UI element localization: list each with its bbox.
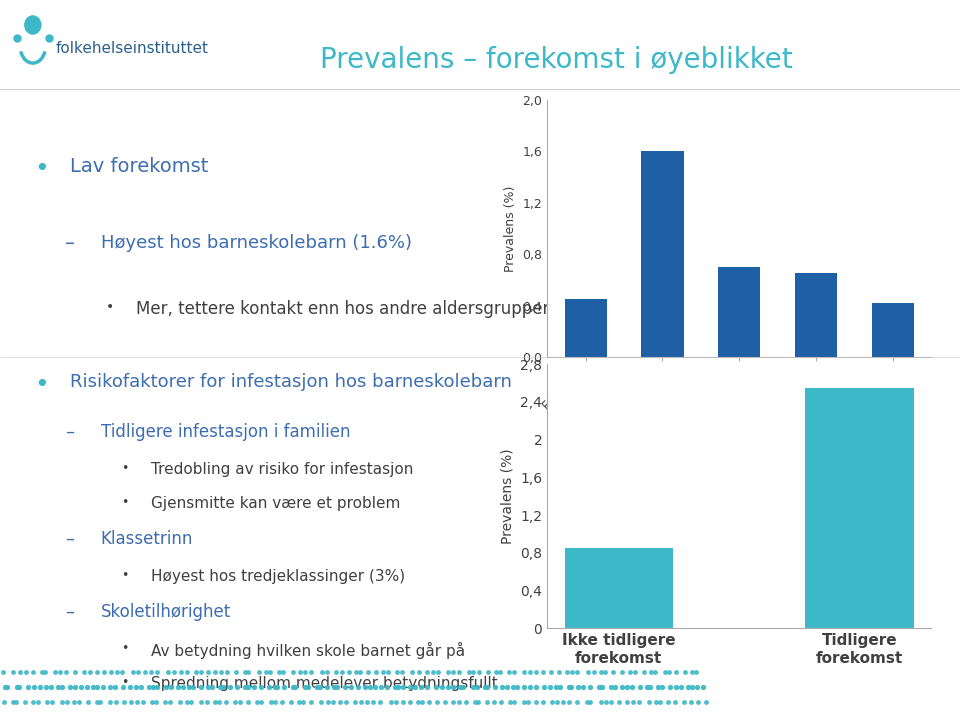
Text: •: • bbox=[121, 676, 129, 689]
Text: •: • bbox=[121, 569, 129, 582]
Text: Klassetrinn: Klassetrinn bbox=[101, 530, 193, 548]
Text: Lav forekomst: Lav forekomst bbox=[70, 156, 208, 176]
Circle shape bbox=[25, 16, 41, 34]
Text: Høyest hos tredjeklassinger (3%): Høyest hos tredjeklassinger (3%) bbox=[152, 569, 406, 584]
Text: Tidligere infestasjon i familien: Tidligere infestasjon i familien bbox=[101, 423, 350, 441]
Text: •: • bbox=[35, 156, 49, 181]
Y-axis label: Prevalens (%): Prevalens (%) bbox=[501, 448, 515, 544]
Bar bbox=[564, 299, 607, 357]
Text: folkehelseinstituttet: folkehelseinstituttet bbox=[56, 41, 209, 56]
Text: Gjensmitte kan være et problem: Gjensmitte kan være et problem bbox=[152, 496, 401, 511]
Text: –: – bbox=[65, 603, 74, 620]
Text: –: – bbox=[65, 530, 74, 548]
Text: •: • bbox=[106, 301, 114, 314]
Text: •: • bbox=[121, 496, 129, 509]
Text: Prevalens – forekomst i øyeblikket: Prevalens – forekomst i øyeblikket bbox=[321, 46, 793, 74]
Text: •: • bbox=[121, 462, 129, 476]
Text: Tredobling av risiko for infestasjon: Tredobling av risiko for infestasjon bbox=[152, 462, 414, 477]
Bar bbox=[564, 548, 673, 628]
Bar bbox=[718, 267, 760, 357]
Text: Mer, tettere kontakt enn hos andre aldersgrupper: Mer, tettere kontakt enn hos andre alder… bbox=[136, 301, 549, 318]
Text: Av betydning hvilken skole barnet går på: Av betydning hvilken skole barnet går på bbox=[152, 643, 466, 659]
Text: •: • bbox=[35, 373, 49, 397]
Text: –: – bbox=[65, 233, 75, 253]
Bar bbox=[805, 388, 914, 628]
Text: •: • bbox=[121, 643, 129, 655]
Text: –: – bbox=[65, 423, 74, 441]
Text: Risikofaktorer for infestasjon hos barneskolebarn: Risikofaktorer for infestasjon hos barne… bbox=[70, 373, 512, 391]
Bar bbox=[641, 151, 684, 357]
Text: Høyest hos barneskolebarn (1.6%): Høyest hos barneskolebarn (1.6%) bbox=[101, 233, 412, 251]
Bar bbox=[795, 273, 837, 357]
Text: Skoletilhørighet: Skoletilhørighet bbox=[101, 603, 230, 620]
Bar bbox=[872, 303, 914, 357]
Text: Spredning mellom medelever betydningsfullt: Spredning mellom medelever betydningsful… bbox=[152, 676, 498, 691]
Y-axis label: Prevalens (%): Prevalens (%) bbox=[504, 186, 516, 271]
